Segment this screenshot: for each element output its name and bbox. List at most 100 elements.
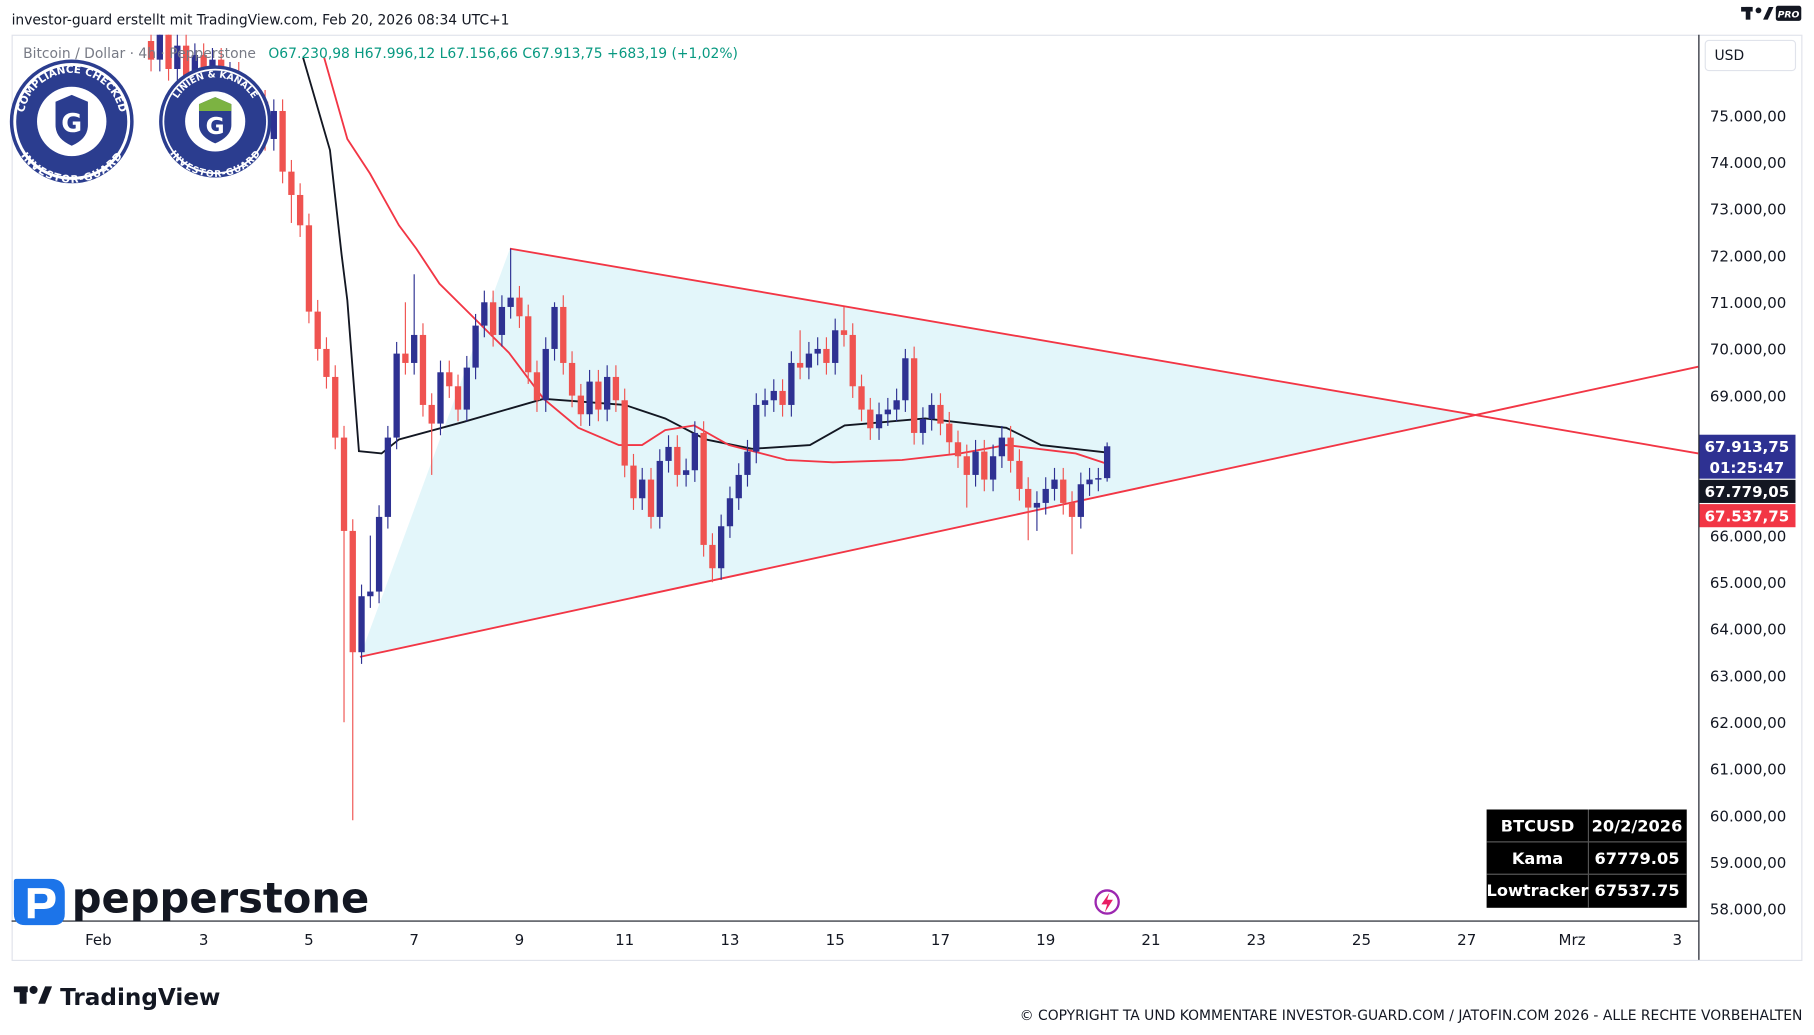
candle-body (989, 456, 997, 480)
currency-button[interactable] (1704, 39, 1797, 72)
candle-body (910, 358, 918, 433)
candle-body (182, 45, 190, 79)
currency[interactable]: USD (1715, 48, 1745, 64)
y-tick-label: 66.000,00 (1710, 527, 1786, 545)
x-tick-label: Mrz (1558, 931, 1585, 949)
candle-body (823, 348, 830, 363)
countdown: 01:25:47 (1710, 459, 1785, 477)
y-tick-label: 60.000,00 (1710, 807, 1786, 825)
candle-body (393, 353, 400, 438)
candle-body (402, 353, 409, 363)
candle-body (814, 348, 821, 354)
candle-body (735, 474, 742, 499)
candle-body (691, 432, 699, 471)
candle-body (270, 110, 277, 139)
candle-body (788, 362, 795, 405)
candle-body (963, 456, 970, 475)
x-tick-label: 9 (515, 931, 525, 949)
table-cell: 67537.75 (1594, 881, 1679, 900)
candle-body (349, 530, 356, 653)
candle-body (639, 479, 646, 499)
candle-body (437, 372, 444, 424)
brand-logo: TradingView (13, 985, 220, 1011)
price-tag-label: 67.779,05 (1705, 483, 1790, 501)
candle-body (367, 591, 374, 597)
candle-body (358, 596, 365, 653)
candle-body (323, 348, 330, 377)
badge-mark: G (61, 108, 82, 138)
candle-body (770, 390, 777, 401)
candle-body (998, 437, 1006, 457)
watermark-text: pepperstone (72, 873, 370, 922)
x-tick-label: 21 (1141, 931, 1160, 949)
candle-body (1103, 446, 1111, 479)
alert-icon[interactable] (1094, 889, 1120, 915)
y-tick-label: 69.000,00 (1710, 387, 1786, 405)
candle-body (446, 372, 453, 387)
candle-body (525, 316, 532, 373)
pro-badge: PRO (1778, 9, 1800, 20)
candle-body (481, 302, 488, 326)
candle-body (191, 54, 199, 79)
candle-body (1086, 479, 1093, 485)
candle-body (472, 325, 479, 368)
y-tick-label: 75.000,00 (1710, 107, 1786, 125)
candle-body (796, 362, 804, 368)
candle-body (296, 194, 304, 226)
candle-body (630, 465, 637, 499)
x-tick-label: 23 (1247, 931, 1266, 949)
candle-body (454, 386, 462, 410)
y-tick-label: 63.000,00 (1710, 667, 1786, 685)
candle-body (682, 470, 690, 475)
candle-body (489, 302, 497, 335)
candle-body (314, 311, 321, 349)
candle-body (533, 372, 541, 401)
candle-body (858, 386, 865, 410)
data-table: BTCUSD 20/2/2026 Kama 67779.05 Lowtracke… (1487, 809, 1687, 908)
watermark: pepperstone (13, 873, 370, 926)
candle-body (384, 437, 392, 517)
candle-body (1068, 502, 1076, 517)
candle-body (1060, 479, 1067, 503)
candle-body (1033, 502, 1041, 508)
candle-body (551, 306, 558, 349)
plot-area (147, 34, 1699, 821)
candle-body (761, 400, 769, 405)
candle-body (718, 526, 725, 569)
candle-body (884, 409, 891, 415)
candle-body (279, 110, 286, 172)
candle-body (428, 404, 435, 424)
candle-body (893, 400, 900, 410)
candle-body (954, 442, 962, 457)
candle-body (919, 418, 927, 433)
candle-body (937, 404, 944, 424)
candle-body (981, 451, 988, 480)
candle-body (656, 460, 663, 517)
candle-body (1077, 484, 1084, 517)
candle-body (709, 544, 716, 569)
candle-body (726, 498, 734, 527)
indicator-line (323, 57, 1108, 465)
candle-body (288, 171, 295, 195)
candle-body (665, 446, 672, 461)
candle-body (946, 423, 953, 443)
x-tick-label: 15 (826, 931, 845, 949)
candle-body (744, 451, 751, 475)
y-tick-label: 70.000,00 (1710, 341, 1786, 359)
y-tick-label: 72.000,00 (1710, 247, 1786, 265)
y-tick-label: 73.000,00 (1710, 201, 1786, 219)
table-cell: Lowtracker (1487, 881, 1589, 900)
candle-body (174, 45, 181, 69)
x-tick-label: 5 (304, 931, 314, 949)
candle-body (507, 297, 514, 307)
x-tick-label: 3 (1672, 931, 1682, 949)
candle-body (1051, 479, 1058, 489)
candle-body (1042, 488, 1049, 503)
y-tick-label: 64.000,00 (1710, 621, 1786, 639)
pro-logo: PRO (1741, 5, 1802, 21)
x-tick-label: 17 (931, 931, 950, 949)
copyright: © COPYRIGHT TA UND KOMMENTARE INVESTOR-G… (1020, 1008, 1803, 1024)
candle-body (586, 381, 593, 415)
candle-body (674, 446, 681, 475)
